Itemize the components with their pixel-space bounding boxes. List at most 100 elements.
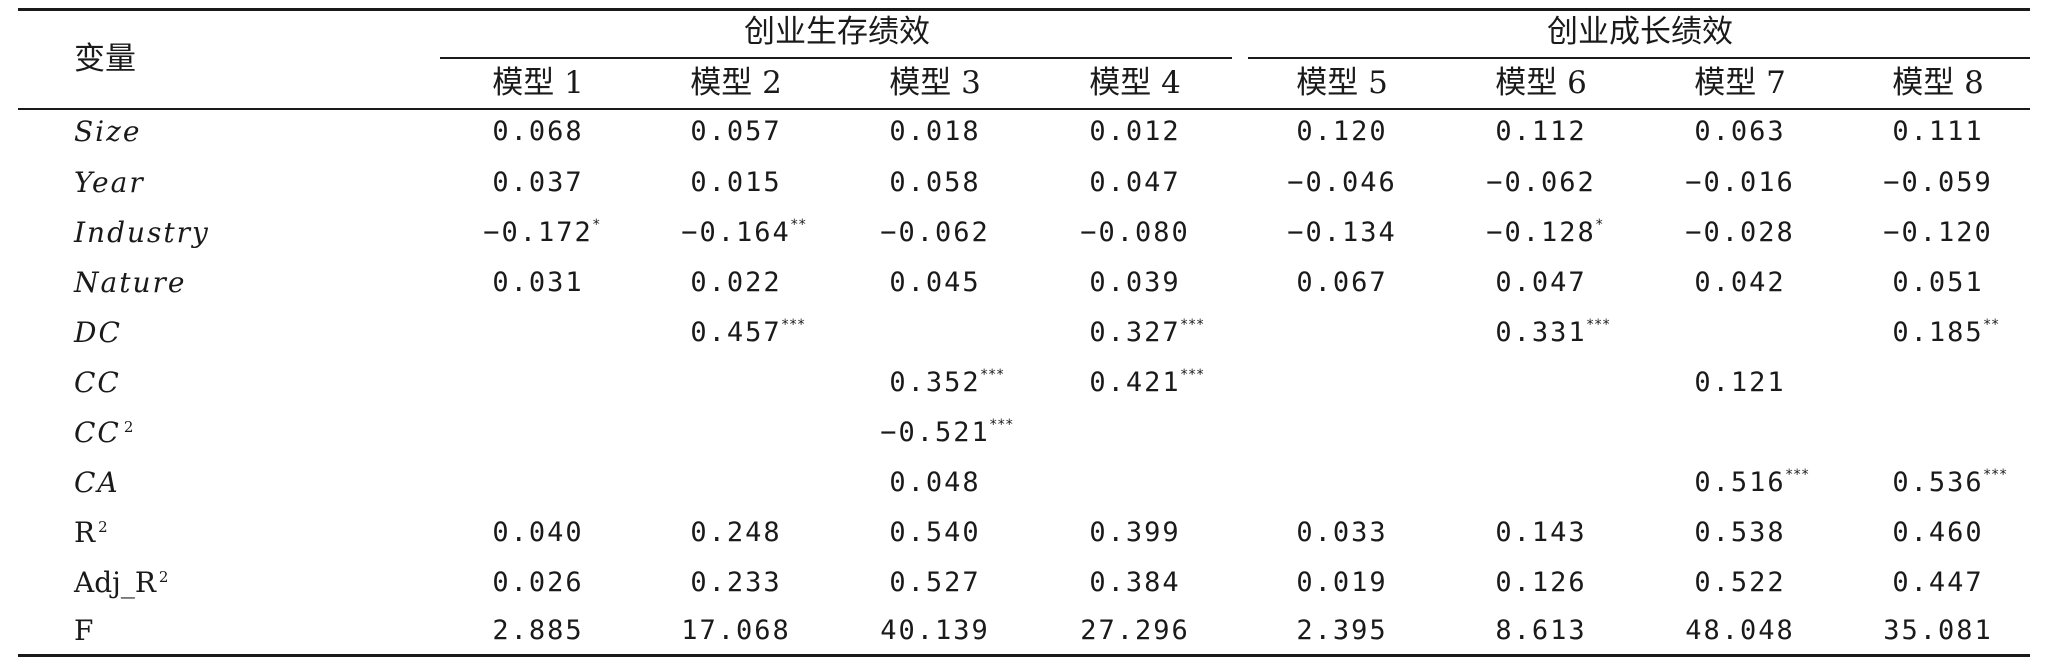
table-cell: 0.126 [1495,566,1586,600]
table-cell: 0.051 [1892,266,1983,300]
cell-value: −0.120 [1883,217,1993,248]
row-label: CA [74,466,120,500]
table-cell: 0.040 [492,516,583,550]
row-label-text: R [74,516,96,549]
cell-value: 0.120 [1296,116,1388,147]
table-cell: 0.516 *** [1694,466,1808,500]
table-cell: 0.536 *** [1892,466,2006,500]
significance-stars: *** [989,417,1014,433]
table-cell: 0.068 [492,115,583,149]
table-cell: 0.352 *** [889,366,1003,400]
significance-stars: *** [980,367,1005,383]
cell-value: 0.447 [1892,567,1984,598]
table-cell: 0.112 [1495,115,1586,149]
significance-stars: *** [1983,467,2008,483]
table-cell: 0.031 [492,266,583,300]
cell-value: 0.058 [889,167,981,198]
table-cell: 0.047 [1089,166,1180,200]
table-cell: 40.139 [880,614,990,648]
table-cell: 35.081 [1883,614,1993,648]
model-header: 模型 1 [492,65,584,101]
cell-value: 0.037 [492,167,584,198]
cell-value: 2.885 [492,615,584,646]
cell-value: −0.128 [1486,217,1596,248]
table-cell: 0.067 [1296,266,1387,300]
table-cell: 17.068 [681,614,791,648]
cell-value: −0.134 [1287,217,1397,248]
table-cell: −0.080 [1080,216,1190,250]
table-cell: 0.039 [1089,266,1180,300]
table-cell: 0.022 [690,266,781,300]
cell-value: 0.143 [1495,517,1587,548]
cell-value: 0.540 [889,517,981,548]
cell-value: 0.538 [1694,517,1786,548]
table-cell: 0.018 [889,115,980,149]
table-cell: −0.062 [1486,166,1596,200]
cell-value: 0.185 [1892,317,1984,348]
table-cell: 0.015 [690,166,781,200]
cell-value: 8.613 [1495,615,1587,646]
cell-value: 0.522 [1694,567,1786,598]
cell-value: 0.015 [690,167,782,198]
table-cell: 0.538 [1694,516,1785,550]
significance-stars: *** [1180,367,1205,383]
cell-value: 0.042 [1694,267,1786,298]
table-cell: −0.120 [1883,216,1993,250]
cell-value: 0.057 [690,116,782,147]
cell-value: 0.126 [1495,567,1587,598]
cell-value: −0.062 [1486,167,1596,198]
table-cell: 0.058 [889,166,980,200]
cell-value: 17.068 [681,615,791,646]
table-cell: 0.012 [1089,115,1180,149]
table-cell: 2.885 [492,614,583,648]
cell-value: −0.028 [1685,217,1795,248]
table-cell: 0.042 [1694,266,1785,300]
model-header: 模型 6 [1495,65,1587,101]
row-label: Year [74,166,145,200]
row-label: Size [74,115,141,149]
table-cell: 0.120 [1296,115,1387,149]
cell-value: 0.457 [690,317,782,348]
row-label-text: Year [74,166,145,199]
cell-value: 0.527 [889,567,981,598]
row-label-text: Industry [74,216,210,249]
table-cell: 0.327 *** [1089,316,1203,350]
row-label: Adj_R 2 [74,566,169,600]
row-label-text: Size [74,115,142,148]
row-label: DC [74,316,122,350]
table-cell: 0.033 [1296,516,1387,550]
corner-label: 变量 [74,41,136,77]
row-label-text: F [74,614,94,647]
cell-value: 0.019 [1296,567,1388,598]
cell-value: 0.233 [690,567,782,598]
table-cell: 0.143 [1495,516,1586,550]
table-cell: 0.248 [690,516,781,550]
cell-value: 0.399 [1089,517,1181,548]
row-label-superscript: 2 [98,517,109,536]
cell-value: −0.059 [1883,167,1993,198]
cell-value: 0.051 [1892,267,1984,298]
table-cell: 8.613 [1495,614,1586,648]
cell-value: −0.164 [681,217,791,248]
cell-value: 0.047 [1089,167,1181,198]
group-rule-survival [440,57,1232,59]
cell-value: 0.536 [1892,467,1984,498]
group-header-growth: 创业成长绩效 [1547,14,1733,50]
cell-value: 0.067 [1296,267,1388,298]
significance-stars: * [1595,217,1604,233]
table-cell: 0.019 [1296,566,1387,600]
cell-value: −0.046 [1287,167,1397,198]
model-header: 模型 5 [1296,65,1388,101]
significance-stars: * [592,217,601,233]
cell-value: −0.062 [880,217,990,248]
group-header-survival: 创业生存绩效 [744,14,930,50]
cell-value: 35.081 [1883,615,1993,646]
table-cell: 0.121 [1694,366,1785,400]
table-cell: 0.026 [492,566,583,600]
row-label-text: CC [74,416,121,449]
cell-value: 48.048 [1685,615,1795,646]
cell-value: 0.068 [492,116,584,147]
row-label-superscript: 2 [158,567,170,586]
row-label: Industry [74,216,210,250]
table-cell: 2.395 [1296,614,1387,648]
